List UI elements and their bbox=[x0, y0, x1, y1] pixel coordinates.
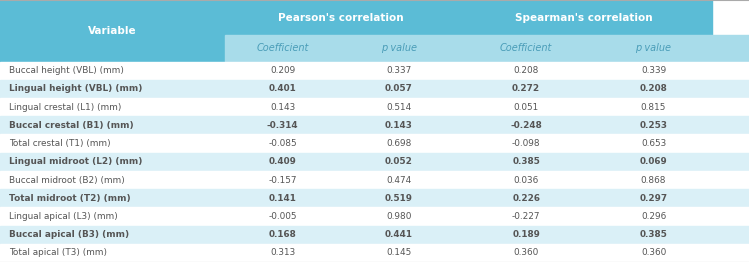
Text: 0.297: 0.297 bbox=[640, 194, 667, 203]
Text: 0.360: 0.360 bbox=[514, 248, 539, 257]
Text: 0.296: 0.296 bbox=[641, 212, 666, 221]
Text: 0.339: 0.339 bbox=[641, 66, 666, 75]
Bar bbox=[457, 0, 712, 35]
Text: 0.360: 0.360 bbox=[641, 248, 666, 257]
Text: 0.253: 0.253 bbox=[640, 121, 667, 130]
Text: 0.189: 0.189 bbox=[512, 230, 540, 239]
Text: -0.314: -0.314 bbox=[267, 121, 299, 130]
Text: 0.514: 0.514 bbox=[386, 103, 411, 112]
Bar bbox=[0, 207, 749, 226]
Bar bbox=[0, 153, 749, 171]
Text: Lingual height (VBL) (mm): Lingual height (VBL) (mm) bbox=[9, 84, 142, 93]
Text: Pearson's correlation: Pearson's correlation bbox=[278, 13, 404, 23]
Text: -0.098: -0.098 bbox=[512, 139, 541, 148]
Text: 0.052: 0.052 bbox=[385, 157, 413, 166]
Text: -0.005: -0.005 bbox=[268, 212, 297, 221]
Text: -0.248: -0.248 bbox=[510, 121, 542, 130]
Bar bbox=[0, 244, 749, 262]
Bar bbox=[225, 0, 457, 35]
Bar bbox=[0, 98, 749, 116]
Text: Lingual midroot (L2) (mm): Lingual midroot (L2) (mm) bbox=[9, 157, 142, 166]
Text: 0.143: 0.143 bbox=[270, 103, 295, 112]
Bar bbox=[225, 35, 749, 62]
Text: Buccal apical (B3) (mm): Buccal apical (B3) (mm) bbox=[9, 230, 129, 239]
Text: 0.143: 0.143 bbox=[385, 121, 413, 130]
Text: -0.227: -0.227 bbox=[512, 212, 541, 221]
Text: 0.474: 0.474 bbox=[386, 176, 411, 184]
Text: 0.815: 0.815 bbox=[641, 103, 666, 112]
Bar bbox=[0, 226, 749, 244]
Text: Buccal midroot (B2) (mm): Buccal midroot (B2) (mm) bbox=[9, 176, 125, 184]
Text: Variable: Variable bbox=[88, 26, 136, 36]
Text: 0.069: 0.069 bbox=[640, 157, 667, 166]
Text: 0.519: 0.519 bbox=[385, 194, 413, 203]
Bar bbox=[0, 171, 749, 189]
Bar bbox=[0, 0, 225, 62]
Text: -0.157: -0.157 bbox=[268, 176, 297, 184]
Text: 0.313: 0.313 bbox=[270, 248, 295, 257]
Bar bbox=[0, 116, 749, 134]
Text: Buccal height (VBL) (mm): Buccal height (VBL) (mm) bbox=[9, 66, 124, 75]
Text: Total apical (T3) (mm): Total apical (T3) (mm) bbox=[9, 248, 107, 257]
Text: -0.085: -0.085 bbox=[268, 139, 297, 148]
Text: 0.145: 0.145 bbox=[386, 248, 411, 257]
Text: Buccal crestal (B1) (mm): Buccal crestal (B1) (mm) bbox=[9, 121, 133, 130]
Bar bbox=[0, 80, 749, 98]
Text: 0.385: 0.385 bbox=[512, 157, 540, 166]
Text: Total midroot (T2) (mm): Total midroot (T2) (mm) bbox=[9, 194, 130, 203]
Text: p value: p value bbox=[635, 43, 672, 53]
Bar bbox=[0, 134, 749, 153]
Text: 0.401: 0.401 bbox=[269, 84, 297, 93]
Text: Lingual crestal (L1) (mm): Lingual crestal (L1) (mm) bbox=[9, 103, 121, 112]
Text: 0.226: 0.226 bbox=[512, 194, 540, 203]
Text: 0.385: 0.385 bbox=[640, 230, 667, 239]
Text: Coefficient: Coefficient bbox=[500, 43, 552, 53]
Text: Lingual apical (L3) (mm): Lingual apical (L3) (mm) bbox=[9, 212, 118, 221]
Text: 0.409: 0.409 bbox=[269, 157, 297, 166]
Text: 0.868: 0.868 bbox=[640, 176, 667, 184]
Bar bbox=[0, 189, 749, 207]
Text: 0.653: 0.653 bbox=[641, 139, 666, 148]
Text: 0.057: 0.057 bbox=[385, 84, 413, 93]
Text: 0.051: 0.051 bbox=[514, 103, 539, 112]
Text: 0.168: 0.168 bbox=[269, 230, 297, 239]
Text: 0.441: 0.441 bbox=[385, 230, 413, 239]
Text: 0.337: 0.337 bbox=[386, 66, 411, 75]
Text: 0.980: 0.980 bbox=[386, 212, 411, 221]
Text: 0.272: 0.272 bbox=[512, 84, 540, 93]
Text: Total crestal (T1) (mm): Total crestal (T1) (mm) bbox=[9, 139, 111, 148]
Text: Spearman's correlation: Spearman's correlation bbox=[515, 13, 653, 23]
Text: 0.208: 0.208 bbox=[640, 84, 667, 93]
Text: 0.698: 0.698 bbox=[386, 139, 411, 148]
Text: 0.208: 0.208 bbox=[514, 66, 539, 75]
Bar bbox=[0, 62, 749, 80]
Text: 0.141: 0.141 bbox=[269, 194, 297, 203]
Text: p value: p value bbox=[380, 43, 417, 53]
Text: Coefficient: Coefficient bbox=[257, 43, 309, 53]
Text: 0.209: 0.209 bbox=[270, 66, 295, 75]
Text: 0.036: 0.036 bbox=[514, 176, 539, 184]
